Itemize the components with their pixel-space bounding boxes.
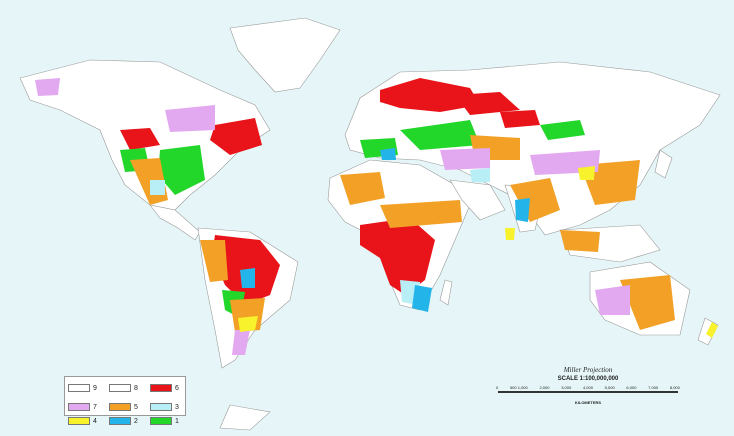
scale-tick: 3,000	[561, 385, 572, 390]
legend-item-8: 8	[109, 379, 149, 397]
scale-units: KILOMETERS	[574, 400, 602, 405]
scale-tick: 0	[496, 385, 499, 390]
japan	[654, 149, 673, 179]
legend-item-4: 4	[68, 417, 108, 425]
legend: 9 8 6 7 5 3 4 2 1	[64, 376, 186, 425]
madagascar	[439, 279, 453, 306]
class-7-regions	[35, 78, 630, 355]
legend-item-3: 3	[150, 398, 190, 416]
greenland	[229, 17, 341, 93]
legend-swatch	[109, 417, 131, 425]
legend-label: 1	[175, 417, 179, 425]
scale-text: SCALE 1:100,000,000	[557, 376, 619, 382]
scale-tick: 8,000	[669, 385, 680, 390]
scale-tick: 500 1,000	[509, 385, 528, 390]
scale-tick: 6,000	[626, 385, 637, 390]
legend-label: 8	[134, 384, 138, 392]
class-2-regions	[240, 148, 530, 312]
scale-bar: 0 500 1,000 2,000 3,000 4,000 5,000 6,000 7,000…	[488, 385, 688, 399]
legend-label: 9	[93, 384, 97, 392]
legend-swatch	[150, 403, 172, 411]
legend-label: 6	[175, 384, 179, 392]
antarctica-fragment	[219, 404, 271, 431]
legend-item-7: 7	[68, 398, 108, 416]
legend-label: 3	[175, 403, 179, 411]
legend-item-6: 6	[150, 379, 190, 397]
class-1-regions	[120, 120, 585, 318]
legend-label: 7	[93, 403, 97, 411]
soil-classes	[35, 78, 718, 355]
central-america	[149, 204, 201, 241]
scale-tick: 7,000	[648, 385, 659, 390]
projection-label: Miller Projection	[563, 366, 613, 374]
scale-line	[498, 391, 678, 393]
scale-tick: 4,000	[582, 385, 593, 390]
legend-item-9: 9	[68, 379, 108, 397]
legend-item-1: 1	[150, 417, 190, 425]
class-4-regions	[238, 166, 718, 338]
legend-label: 2	[134, 417, 138, 425]
arabia	[449, 179, 506, 221]
legend-label: 5	[134, 403, 138, 411]
legend-swatch	[150, 384, 172, 392]
legend-item-5: 5	[109, 398, 149, 416]
scale-tick: 2,000	[539, 385, 550, 390]
legend-swatch	[68, 403, 90, 411]
scale-ticks: 0 500 1,000 2,000 3,000 4,000 5,000 6,000 7,000…	[488, 385, 688, 390]
legend-swatch	[109, 384, 131, 392]
legend-swatch	[109, 403, 131, 411]
scale-tick: 5,000	[604, 385, 615, 390]
legend-swatch	[68, 384, 90, 392]
scale-block: Miller Projection SCALE 1:100,000,000 0 5…	[488, 366, 688, 405]
legend-swatch	[68, 417, 90, 425]
legend-swatch	[150, 417, 172, 425]
legend-label: 4	[93, 417, 97, 425]
legend-item-2: 2	[109, 417, 149, 425]
